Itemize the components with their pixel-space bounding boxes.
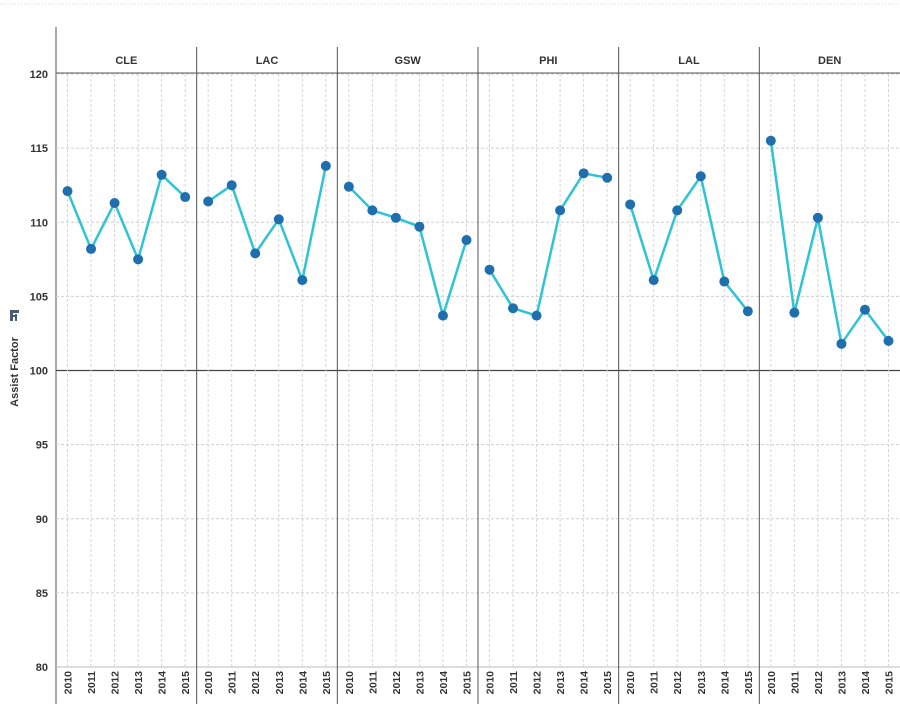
panel-header-den: DEN (818, 55, 841, 67)
x-tick-label: 2014 (157, 671, 169, 695)
data-point-lal-2011[interactable] (648, 275, 659, 286)
data-point-phi-2013[interactable] (555, 205, 566, 216)
x-tick-label: 2010 (485, 671, 497, 695)
data-point-lal-2014[interactable] (719, 276, 730, 287)
x-tick-label: 2014 (297, 671, 309, 695)
data-point-lal-2013[interactable] (695, 171, 706, 182)
x-tick-label: 2012 (813, 671, 825, 695)
series-line-phi (488, 172, 608, 317)
data-point-cle-2011[interactable] (86, 243, 97, 254)
x-tick-label: 2012 (110, 671, 122, 695)
panel-header-cle: CLE (115, 55, 137, 67)
x-tick-label: 2012 (250, 671, 262, 695)
panel-header-lal: LAL (678, 55, 700, 67)
data-point-den-2014[interactable] (859, 304, 870, 315)
panel-header-lac: LAC (256, 55, 279, 67)
y-tick-label: 105 (30, 291, 48, 303)
data-point-lac-2014[interactable] (297, 275, 308, 286)
x-tick-label: 2010 (63, 671, 75, 695)
data-point-den-2013[interactable] (836, 338, 847, 349)
data-point-lal-2012[interactable] (672, 205, 683, 216)
x-tick-label: 2015 (602, 671, 614, 695)
x-tick-label: 2012 (672, 671, 684, 695)
x-tick-label: 2013 (414, 671, 426, 695)
data-point-lac-2013[interactable] (273, 214, 284, 225)
data-point-cle-2015[interactable] (180, 192, 191, 203)
y-tick-label: 90 (36, 514, 48, 526)
x-tick-label: 2015 (462, 671, 474, 695)
data-point-den-2011[interactable] (789, 307, 800, 318)
y-tick-label: 100 (30, 366, 48, 378)
y-axis-label: Assist Factor (9, 336, 21, 406)
data-point-phi-2010[interactable] (484, 264, 495, 275)
data-point-phi-2012[interactable] (531, 310, 542, 321)
x-tick-label: 2013 (555, 671, 567, 695)
data-point-gsw-2015[interactable] (461, 235, 472, 246)
x-tick-label: 2013 (274, 671, 286, 695)
data-point-lac-2015[interactable] (320, 160, 331, 171)
sort-icon[interactable] (10, 310, 19, 321)
x-tick-label: 2015 (743, 671, 755, 695)
y-tick-label: 85 (36, 588, 48, 600)
data-point-gsw-2012[interactable] (390, 212, 401, 223)
x-tick-label: 2010 (344, 671, 356, 695)
panel-header-phi: PHI (539, 55, 557, 67)
data-point-gsw-2014[interactable] (437, 310, 448, 321)
x-tick-label: 2010 (203, 671, 215, 695)
data-point-phi-2011[interactable] (508, 303, 519, 314)
data-point-cle-2013[interactable] (133, 254, 144, 265)
plot-area: 80 85 90 95 100 105 110 115 120 CLE 2010 2011 2012 20… (30, 27, 900, 704)
data-point-gsw-2013[interactable] (414, 221, 425, 232)
series-line-gsw (347, 185, 468, 317)
x-tick-label: 2014 (719, 671, 731, 695)
x-tick-label: 2012 (532, 671, 544, 695)
data-point-lac-2010[interactable] (203, 196, 214, 207)
x-tick-label: 2013 (133, 671, 145, 695)
x-tick-label: 2011 (367, 671, 379, 694)
x-tick-label: 2015 (884, 671, 896, 695)
data-point-lac-2012[interactable] (250, 248, 261, 259)
data-point-lal-2010[interactable] (625, 199, 636, 210)
y-tick-label: 110 (30, 217, 48, 229)
x-tick-label: 2014 (860, 671, 872, 695)
series-line-lac (207, 165, 328, 282)
data-point-cle-2014[interactable] (156, 169, 167, 180)
x-tick-label: 2014 (579, 671, 591, 695)
x-tick-label: 2011 (789, 671, 801, 694)
panel-header-gsw: GSW (395, 55, 422, 67)
series-line-lal (628, 175, 749, 312)
data-point-den-2012[interactable] (812, 212, 823, 223)
x-tick-label: 2011 (649, 671, 661, 694)
data-point-lac-2011[interactable] (226, 180, 237, 191)
x-tick-label: 2013 (696, 671, 708, 695)
y-tick-label: 95 (36, 440, 48, 452)
x-tick-label: 2014 (438, 671, 450, 695)
x-tick-label: 2010 (766, 671, 778, 695)
data-point-gsw-2011[interactable] (367, 205, 378, 216)
data-point-phi-2014[interactable] (578, 168, 589, 179)
series-line-cle (66, 173, 187, 261)
x-tick-label: 2012 (391, 671, 403, 695)
data-point-lal-2015[interactable] (742, 306, 753, 317)
y-tick-label: 115 (30, 143, 48, 155)
data-point-phi-2015[interactable] (602, 172, 613, 183)
x-tick-label: 2010 (625, 671, 637, 695)
y-tick-label: 80 (36, 662, 48, 674)
data-point-den-2015[interactable] (883, 335, 894, 346)
series-line-den (769, 140, 890, 346)
data-point-cle-2010[interactable] (62, 186, 73, 197)
y-tick-label: 120 (30, 69, 48, 81)
data-point-gsw-2010[interactable] (343, 181, 354, 192)
x-tick-label: 2011 (508, 671, 520, 694)
x-tick-label: 2015 (180, 671, 192, 695)
data-point-cle-2012[interactable] (109, 197, 120, 208)
x-tick-label: 2013 (836, 671, 848, 695)
x-tick-label: 2015 (321, 671, 333, 695)
x-tick-label: 2011 (227, 671, 239, 694)
data-point-den-2010[interactable] (765, 135, 776, 146)
x-tick-label: 2011 (86, 671, 98, 694)
